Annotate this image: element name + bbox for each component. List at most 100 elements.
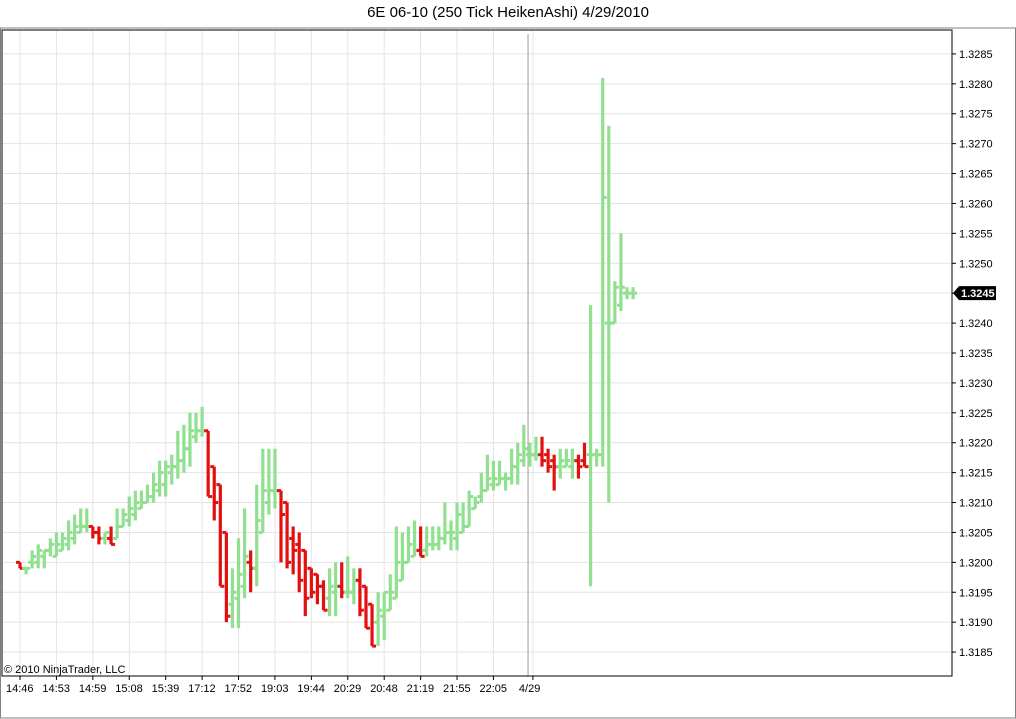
down-bar[interactable] bbox=[301, 548, 310, 617]
down-bar[interactable] bbox=[222, 530, 231, 623]
up-bar[interactable] bbox=[22, 566, 31, 575]
down-bar[interactable] bbox=[283, 501, 292, 569]
up-bar[interactable] bbox=[392, 526, 401, 600]
up-bar[interactable] bbox=[519, 424, 528, 467]
up-bar[interactable] bbox=[446, 520, 455, 551]
up-bar[interactable] bbox=[440, 502, 449, 545]
up-bar[interactable] bbox=[568, 448, 577, 479]
up-bar[interactable] bbox=[185, 412, 194, 467]
down-bar[interactable] bbox=[204, 429, 213, 499]
down-bar[interactable] bbox=[107, 526, 116, 546]
up-bar[interactable] bbox=[131, 490, 140, 521]
up-bar[interactable] bbox=[119, 508, 128, 528]
down-bar[interactable] bbox=[277, 489, 286, 563]
up-bar[interactable] bbox=[325, 568, 334, 617]
up-bar[interactable] bbox=[374, 592, 383, 647]
up-bar[interactable] bbox=[471, 496, 480, 511]
up-bar[interactable] bbox=[76, 508, 85, 534]
down-bar[interactable] bbox=[319, 580, 328, 612]
up-bar[interactable] bbox=[465, 490, 474, 528]
up-bar[interactable] bbox=[258, 448, 267, 534]
up-bar[interactable] bbox=[598, 77, 607, 467]
y-tick-label: 1.3185 bbox=[959, 647, 993, 659]
up-bar[interactable] bbox=[489, 460, 498, 491]
down-bar[interactable] bbox=[94, 526, 103, 545]
down-bar[interactable] bbox=[368, 602, 377, 648]
up-bar[interactable] bbox=[477, 472, 486, 503]
up-bar[interactable] bbox=[501, 472, 510, 491]
up-bar[interactable] bbox=[167, 454, 176, 485]
down-bar[interactable] bbox=[361, 584, 370, 630]
down-bar[interactable] bbox=[544, 448, 553, 473]
up-bar[interactable] bbox=[610, 281, 619, 325]
up-bar[interactable] bbox=[40, 548, 49, 569]
y-tick-label: 1.3240 bbox=[959, 318, 993, 330]
up-bar[interactable] bbox=[143, 484, 152, 505]
up-bar[interactable] bbox=[228, 568, 237, 629]
up-bar[interactable] bbox=[483, 454, 492, 493]
down-bar[interactable] bbox=[295, 532, 304, 593]
y-tick-label: 1.3215 bbox=[959, 468, 993, 480]
up-bar[interactable] bbox=[240, 508, 249, 599]
up-bar[interactable] bbox=[28, 550, 37, 569]
up-bar[interactable] bbox=[562, 448, 571, 469]
up-bar[interactable] bbox=[46, 538, 55, 557]
down-bar[interactable] bbox=[210, 465, 219, 521]
down-bar[interactable] bbox=[538, 436, 547, 467]
up-bar[interactable] bbox=[125, 496, 134, 527]
grid-lines bbox=[2, 30, 952, 676]
last-price-marker: 1.3245 bbox=[953, 286, 996, 301]
down-bar[interactable] bbox=[416, 526, 425, 558]
up-bar[interactable] bbox=[349, 568, 358, 605]
up-bar[interactable] bbox=[386, 574, 395, 612]
up-bar[interactable] bbox=[234, 538, 243, 629]
up-bar[interactable] bbox=[453, 502, 462, 551]
price-bars bbox=[16, 77, 638, 648]
up-bar[interactable] bbox=[428, 526, 437, 551]
down-bar[interactable] bbox=[307, 566, 316, 599]
up-bar[interactable] bbox=[100, 530, 109, 545]
up-bar[interactable] bbox=[604, 125, 613, 503]
up-bar[interactable] bbox=[264, 448, 273, 515]
up-bar[interactable] bbox=[52, 532, 61, 558]
down-bar[interactable] bbox=[216, 483, 225, 588]
y-tick-label: 1.3220 bbox=[959, 438, 993, 450]
chart-frame bbox=[0, 27, 1016, 719]
up-bar[interactable] bbox=[192, 412, 201, 443]
y-tick-label: 1.3235 bbox=[959, 348, 993, 360]
up-bar[interactable] bbox=[629, 287, 638, 300]
last-price-label: 1.3245 bbox=[961, 288, 995, 300]
x-tick-label: 21:55 bbox=[443, 683, 471, 695]
y-tick-label: 1.3230 bbox=[959, 378, 993, 390]
up-bar[interactable] bbox=[270, 448, 279, 509]
up-bar[interactable] bbox=[592, 448, 601, 467]
up-bar[interactable] bbox=[161, 460, 170, 497]
up-bar[interactable] bbox=[113, 508, 122, 540]
up-bar[interactable] bbox=[82, 508, 91, 533]
up-bar[interactable] bbox=[404, 526, 413, 564]
up-bar[interactable] bbox=[513, 442, 522, 485]
up-bar[interactable] bbox=[586, 305, 595, 587]
up-bar[interactable] bbox=[64, 520, 73, 551]
up-bar[interactable] bbox=[173, 430, 182, 479]
up-bar[interactable] bbox=[380, 590, 389, 641]
down-bar[interactable] bbox=[574, 454, 583, 479]
up-bar[interactable] bbox=[616, 233, 625, 312]
up-bar[interactable] bbox=[331, 562, 340, 617]
up-bar[interactable] bbox=[34, 544, 43, 569]
up-bar[interactable] bbox=[70, 514, 79, 545]
down-bar[interactable] bbox=[355, 568, 364, 617]
up-bar[interactable] bbox=[422, 526, 431, 557]
up-bar[interactable] bbox=[137, 490, 146, 511]
down-bar[interactable] bbox=[580, 442, 589, 469]
down-bar[interactable] bbox=[313, 572, 322, 605]
x-tick-label: 19:44 bbox=[297, 683, 325, 695]
up-bar[interactable] bbox=[149, 472, 158, 503]
up-bar[interactable] bbox=[398, 532, 407, 582]
up-bar[interactable] bbox=[556, 448, 565, 479]
up-bar[interactable] bbox=[252, 484, 261, 587]
up-bar[interactable] bbox=[58, 532, 67, 552]
up-bar[interactable] bbox=[155, 460, 164, 497]
down-bar[interactable] bbox=[289, 526, 298, 575]
